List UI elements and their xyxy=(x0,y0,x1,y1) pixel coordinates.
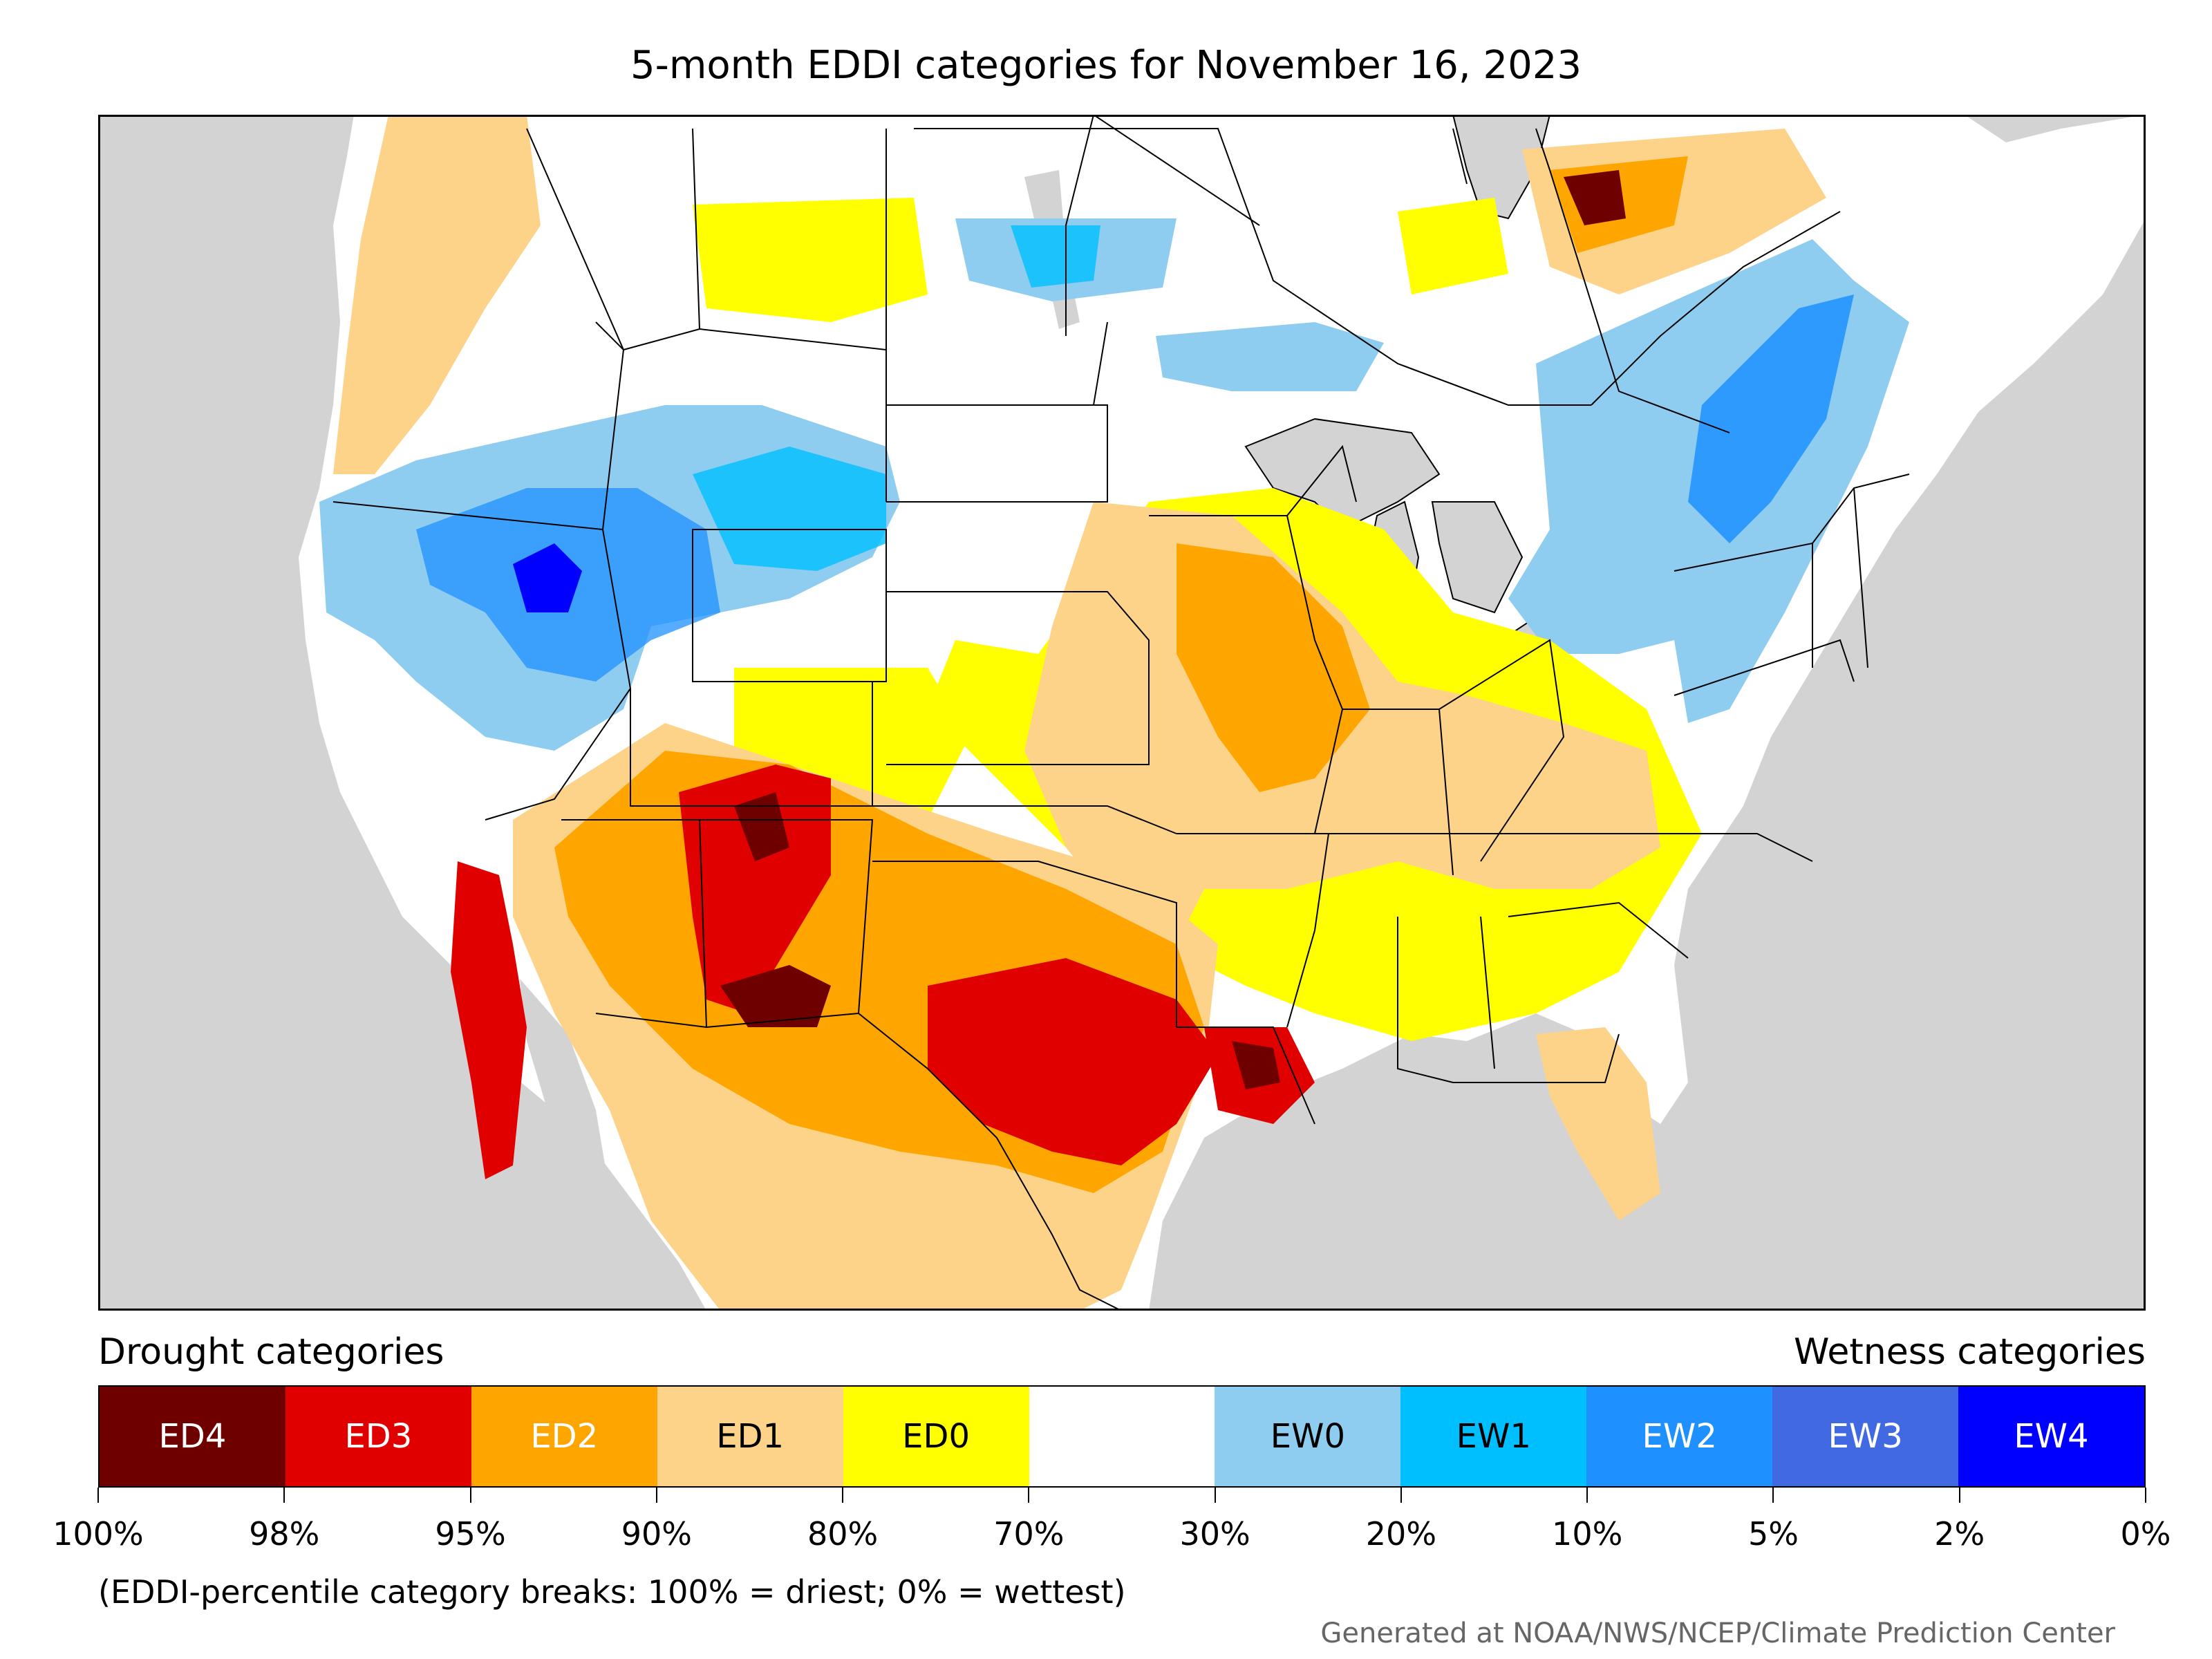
wet-region-northeast-ew2 xyxy=(1688,294,1854,543)
legend-swatch-ed0: ED0 xyxy=(843,1387,1029,1486)
legend-tick-label: 100% xyxy=(53,1515,144,1553)
legend-tick-label: 10% xyxy=(1552,1515,1623,1553)
legend-tick-label: 90% xyxy=(621,1515,692,1553)
legend-tick-label: 98% xyxy=(249,1515,320,1553)
gulf-of-california xyxy=(520,979,610,1193)
category-legend: ED4 ED3 ED2 ED1 ED0 EW0 EW1 EW2 EW3 EW4 xyxy=(98,1385,2146,1488)
map-title: 5-month EDDI categories for November 16,… xyxy=(630,43,1582,88)
drought-nm-ed3 xyxy=(679,765,831,1013)
state-borders xyxy=(332,115,1910,1311)
legend-swatch-ed1: ED1 xyxy=(657,1387,843,1486)
legend-swatch-normal xyxy=(1029,1387,1215,1486)
legend-tick xyxy=(2145,1488,2146,1503)
legend-tick-label: 5% xyxy=(1747,1515,1799,1553)
drought-central-ed2 xyxy=(1177,543,1370,792)
legend-tick-label: 30% xyxy=(1179,1515,1250,1553)
great-lakes xyxy=(1244,418,1441,531)
map-frame xyxy=(98,115,2146,1311)
drought-quebec-ed4 xyxy=(1564,170,1626,225)
legend-tick xyxy=(1028,1488,1030,1503)
wet-region-ontario xyxy=(1156,322,1384,391)
legend-tick xyxy=(1586,1488,1588,1503)
eddi-map xyxy=(98,115,2146,1311)
legend-swatch-ed4: ED4 xyxy=(100,1387,285,1486)
wet-region-wyoming xyxy=(693,447,886,571)
legend-swatch-ed2: ED2 xyxy=(471,1387,657,1486)
legend-swatch-ew0: EW0 xyxy=(1215,1387,1401,1486)
credit-line: Generated at NOAA/NWS/NCEP/Climate Predi… xyxy=(1320,1618,2115,1649)
legend-tick-label: 0% xyxy=(2120,1515,2171,1553)
legend-tick-label: 80% xyxy=(807,1515,879,1553)
legend-swatch-ew1: EW1 xyxy=(1400,1387,1587,1486)
legend-tick-label: 2% xyxy=(1934,1515,1985,1553)
legend-ticks xyxy=(97,1488,2146,1504)
wetness-categories-label: Wetness categories xyxy=(1794,1331,2146,1373)
legend-tick xyxy=(283,1488,285,1503)
drought-pacific-nw xyxy=(333,115,541,474)
legend-tick xyxy=(1958,1488,1960,1503)
legend-tick-label: 95% xyxy=(435,1515,506,1553)
wet-region-west-ew4 xyxy=(513,543,582,612)
drought-louisiana-ed4 xyxy=(1232,1041,1280,1089)
legend-swatch-ew2: EW2 xyxy=(1586,1387,1773,1486)
legend-tick xyxy=(1214,1488,1216,1503)
legend-tick xyxy=(97,1488,99,1503)
legend-tick xyxy=(1772,1488,1774,1503)
category-breaks-note: (EDDI-percentile category breaks: 100% =… xyxy=(98,1573,1126,1611)
legend-swatch-ew3: EW3 xyxy=(1772,1387,1959,1486)
drought-quebec-ed0 xyxy=(1398,198,1508,294)
legend-tick xyxy=(655,1488,657,1503)
drought-baja-ed3 xyxy=(451,861,527,1179)
drought-nm-ed4 xyxy=(734,792,789,861)
legend-tick xyxy=(842,1488,844,1503)
legend-swatch-ew4: EW4 xyxy=(1958,1387,2144,1486)
drought-texas-ed3 xyxy=(928,958,1218,1165)
drought-canada-west-ed0 xyxy=(693,198,928,322)
lake-huron xyxy=(1431,501,1524,614)
drought-categories-label: Drought categories xyxy=(98,1331,444,1373)
legend-tick xyxy=(1400,1488,1402,1503)
legend-tick xyxy=(469,1488,471,1503)
james-bay xyxy=(1452,115,1551,220)
wet-region-manitoba-ew1 xyxy=(1011,225,1100,288)
drought-florida-ed1 xyxy=(1536,1027,1660,1221)
legend-tick-label: 20% xyxy=(1365,1515,1437,1553)
legend-swatch-ed3: ED3 xyxy=(285,1387,471,1486)
legend-tick-label: 70% xyxy=(993,1515,1065,1553)
drought-nm-south-ed4 xyxy=(720,965,831,1027)
